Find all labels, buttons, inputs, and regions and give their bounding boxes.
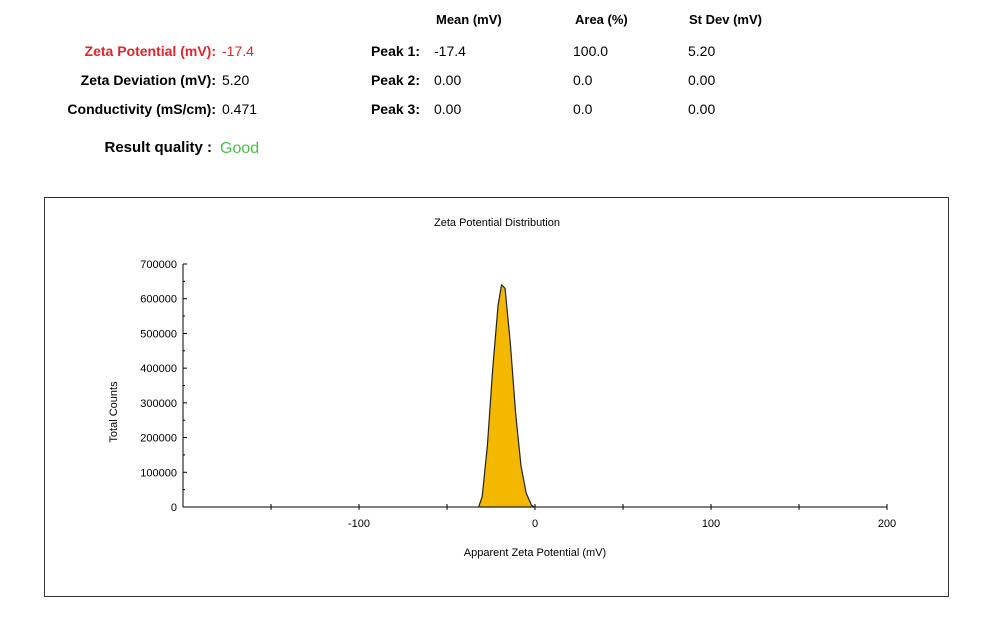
- zeta-deviation-value: 5.20: [222, 72, 250, 88]
- y-tick-label: 400000: [140, 363, 177, 375]
- area-column-header: Area (%): [575, 12, 628, 27]
- mean-column-header: Mean (mV): [436, 12, 502, 27]
- peak-1-mean: -17.4: [434, 43, 466, 59]
- y-tick-label: 500000: [140, 328, 177, 340]
- distribution-chart: Zeta Potential Distribution -100 0 100 2000…: [108, 217, 896, 559]
- y-tick-label: 300000: [140, 398, 177, 410]
- y-axis-title: Total Counts: [108, 381, 120, 443]
- x-tick-label: 0: [532, 518, 538, 530]
- conductivity-label: Conductivity (mS/cm):: [67, 101, 216, 117]
- peak-1-label: Peak 1:: [370, 43, 420, 59]
- x-tick-label: -100: [348, 518, 370, 530]
- distribution-chart-panel: Zeta Potential Distribution -100 0 100 200 0…: [44, 197, 949, 597]
- peak-1-area: 100.0: [573, 43, 609, 59]
- conductivity-value: 0.471: [222, 101, 258, 117]
- peak-2-stdev: 0.00: [688, 72, 716, 88]
- chart-title: Zeta Potential Distribution: [434, 217, 560, 229]
- zeta-deviation-label: Zeta Deviation (mV):: [80, 72, 216, 88]
- y-tick-label: 100000: [140, 467, 177, 479]
- y-tick-label: 0: [171, 502, 177, 514]
- y-tick-label: 700000: [140, 259, 177, 271]
- stdev-column-header: St Dev (mV): [689, 12, 762, 27]
- chart-axes: [182, 263, 888, 510]
- result-quality-label: Result quality :: [104, 139, 212, 156]
- peak-2-label: Peak 2:: [370, 72, 420, 88]
- x-axis-title: Apparent Zeta Potential (mV): [464, 547, 606, 559]
- peak-1-stdev: 5.20: [688, 43, 716, 59]
- peak-2-mean: 0.00: [434, 72, 462, 88]
- chart-series-layer: [478, 284, 536, 508]
- zeta-potential-value: -17.4: [222, 43, 254, 59]
- chart-tick-labels: -100 0 100 200 0 100000 200000 300000 400000 5000…: [140, 259, 896, 530]
- y-tick-label: 600000: [140, 294, 177, 306]
- peak-3-stdev: 0.00: [688, 101, 716, 117]
- peak-3-mean: 0.00: [434, 101, 462, 117]
- zeta-potential-label: Zeta Potential (mV):: [84, 43, 216, 59]
- x-tick-label: 200: [878, 518, 896, 530]
- result-quality-value: Good: [220, 140, 260, 157]
- distribution-area-1: [478, 284, 536, 508]
- peak-3-label: Peak 3:: [370, 101, 420, 117]
- peak-2-area: 0.0: [573, 72, 593, 88]
- x-tick-label: 100: [702, 518, 720, 530]
- y-tick-label: 200000: [140, 433, 177, 445]
- peak-3-area: 0.0: [573, 101, 593, 117]
